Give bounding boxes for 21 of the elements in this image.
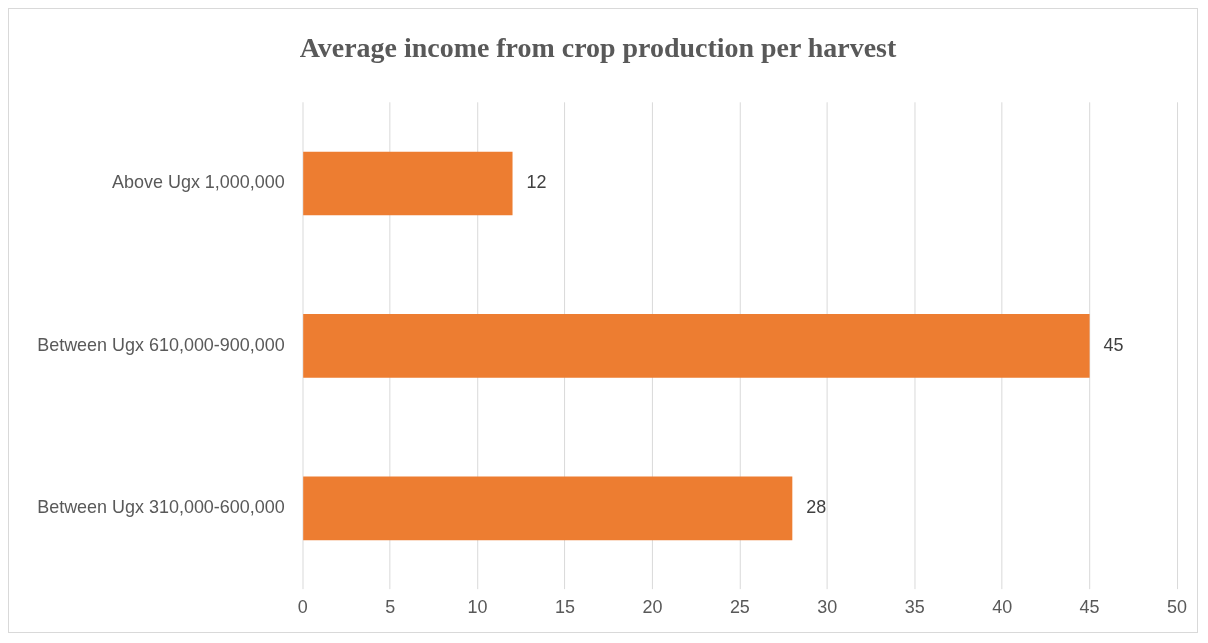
bar [303,151,513,216]
x-tick-label: 0 [297,597,308,618]
x-tick-label: 20 [642,597,663,618]
x-tick-label: 30 [817,597,838,618]
x-tick-label: 10 [467,597,488,618]
x-tick-label: 5 [385,597,396,618]
bar [303,314,1090,378]
data-label: 45 [1103,334,1124,355]
x-tick-label: 15 [555,597,575,618]
chart-title: Average income from crop production per harvest [299,31,897,63]
y-tick-label: Between Ugx 610,000-900,000 [37,334,285,355]
data-label: 28 [806,497,827,518]
y-tick-label: Between Ugx 310,000-600,000 [37,497,285,518]
data-label: 12 [526,172,547,193]
x-tick-label: 45 [1079,597,1100,618]
y-tick-label: Above Ugx 1,000,000 [112,172,285,193]
x-tick-label: 25 [729,597,750,618]
x-tick-label: 35 [904,597,925,618]
x-tick-label: 50 [1167,597,1188,618]
bar [303,476,793,541]
x-tick-label: 40 [992,597,1013,618]
